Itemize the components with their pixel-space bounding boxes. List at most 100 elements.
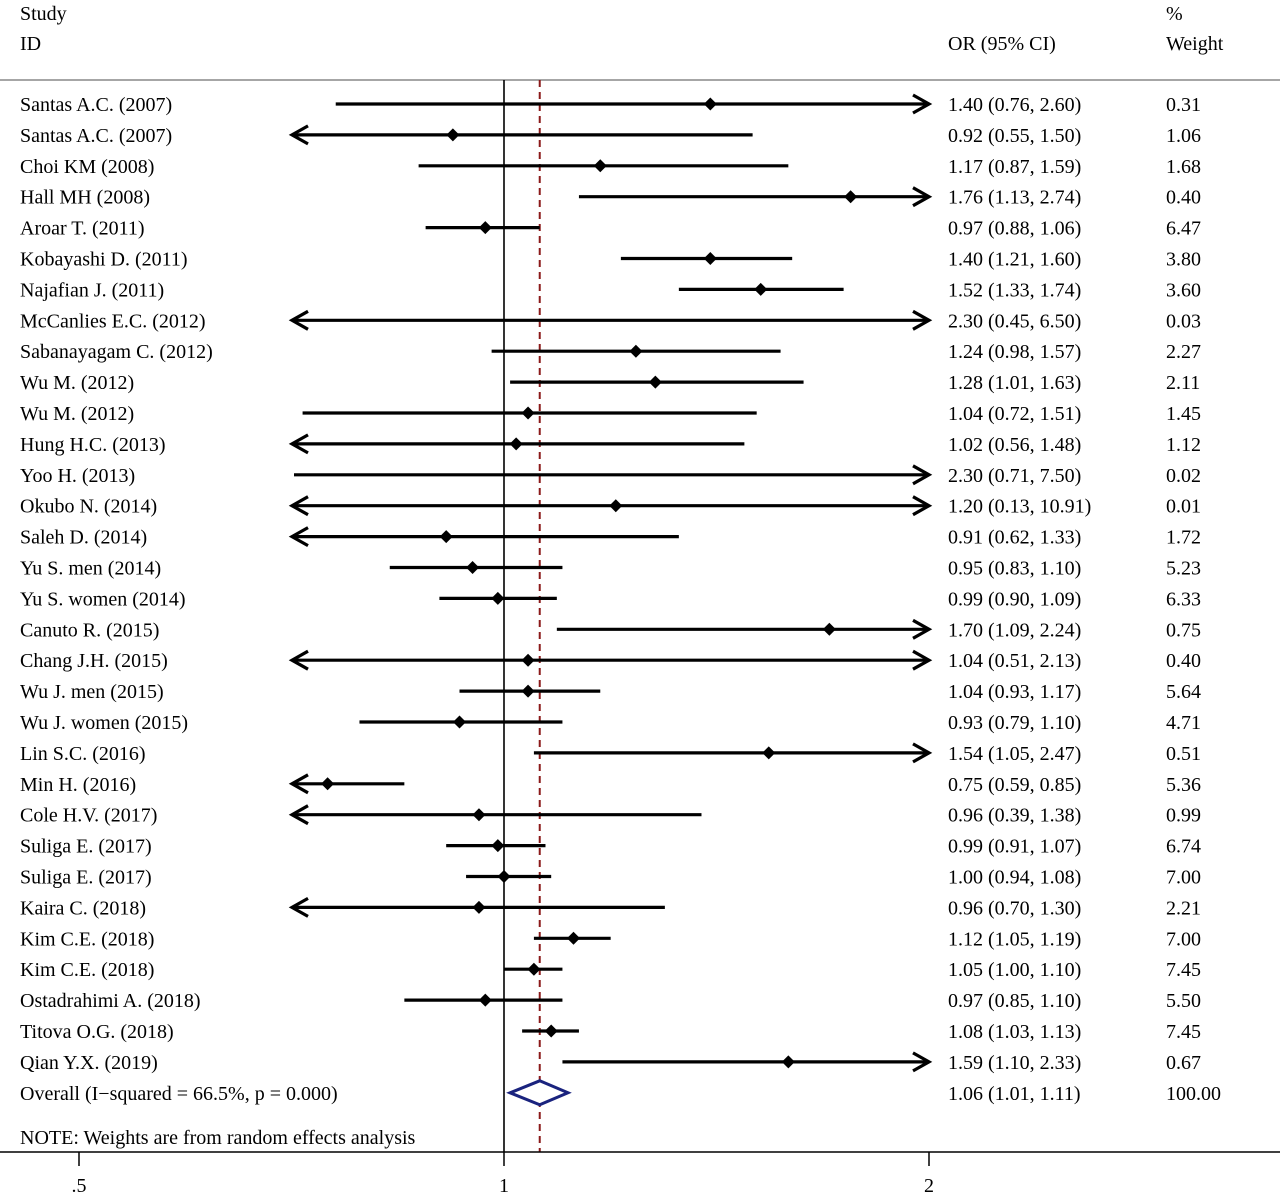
or-ci-value: 1.52 (1.33, 1.74): [948, 279, 1081, 301]
or-ci-value: 0.91 (0.62, 1.33): [948, 527, 1081, 549]
study-row: Kobayashi D. (2011) 1.40 (1.21, 1.60) 3.80: [20, 249, 1201, 271]
study-row: Santas A.C. (2007) 0.92 (0.55, 1.50) 1.06: [20, 124, 1201, 147]
study-label: Kobayashi D. (2011): [20, 249, 188, 271]
x-tick: .5: [72, 1152, 87, 1197]
point-estimate-marker: [521, 406, 535, 420]
x-tick-label: 2: [924, 1175, 934, 1197]
weight-value: 5.36: [1166, 774, 1201, 796]
weight-value: 4.71: [1166, 712, 1201, 734]
or-header: OR (95% CI): [948, 33, 1056, 55]
weight-value: 1.06: [1166, 125, 1201, 147]
or-ci-value: 1.04 (0.93, 1.17): [948, 681, 1081, 703]
study-label: Canuto R. (2015): [20, 619, 159, 641]
or-ci-value: 1.40 (0.76, 2.60): [948, 94, 1081, 116]
study-label: Yu S. women (2014): [20, 588, 186, 610]
or-ci-value: 2.30 (0.45, 6.50): [948, 310, 1081, 332]
point-estimate-marker: [566, 931, 580, 945]
weight-value: 0.40: [1166, 650, 1201, 672]
ci-right-arrow: [912, 464, 933, 486]
point-estimate-marker: [609, 499, 623, 513]
weight-value: 7.00: [1166, 928, 1201, 950]
or-ci-value: 0.97 (0.85, 1.10): [948, 990, 1081, 1012]
x-tick: 1: [499, 1152, 509, 1197]
ci-left-arrow: [288, 773, 309, 795]
study-row: Lin S.C. (2016) 1.54 (1.05, 2.47) 0.51: [20, 742, 1201, 765]
weight-value: 0.40: [1166, 187, 1201, 209]
or-ci-value: 0.99 (0.91, 1.07): [948, 836, 1081, 858]
weight-value: 0.75: [1166, 619, 1201, 641]
study-label: Min H. (2016): [20, 774, 136, 796]
x-axis-ticks: .5 1 2: [72, 1152, 934, 1197]
study-label: Sabanayagam C. (2012): [20, 341, 213, 363]
study-row: Min H. (2016) 0.75 (0.59, 0.85) 5.36: [20, 773, 1201, 796]
weight-value: 6.74: [1166, 836, 1201, 858]
weight-value: 5.64: [1166, 681, 1201, 703]
study-rows: Santas A.C. (2007) 1.40 (0.76, 2.60) 0.31 S…: [20, 93, 1221, 1107]
weights-note: NOTE: Weights are from random effects an…: [20, 1127, 416, 1149]
weight-value: 3.80: [1166, 249, 1201, 271]
study-label: Saleh D. (2014): [20, 527, 147, 549]
or-ci-value: 1.04 (0.51, 2.13): [948, 650, 1081, 672]
study-label: Najafian J. (2011): [20, 279, 164, 301]
weight-value: 6.33: [1166, 588, 1201, 610]
overall-weight-value: 100.00: [1166, 1083, 1221, 1105]
ci-left-arrow: [288, 649, 309, 671]
weight-value: 5.50: [1166, 990, 1201, 1012]
study-row: Ostadrahimi A. (2018) 0.97 (0.85, 1.10) 5.…: [20, 990, 1201, 1012]
or-ci-value: 0.92 (0.55, 1.50): [948, 125, 1081, 147]
point-estimate-marker: [593, 159, 607, 173]
study-row: Santas A.C. (2007) 1.40 (0.76, 2.60) 0.31: [20, 93, 1201, 116]
study-row: Saleh D. (2014) 0.91 (0.62, 1.33) 1.72: [20, 526, 1201, 549]
point-estimate-marker: [453, 715, 467, 729]
study-row: Kaira C. (2018) 0.96 (0.70, 1.30) 2.21: [20, 897, 1201, 919]
study-row: McCanlies E.C. (2012) 2.30 (0.45, 6.50) 0.…: [20, 309, 1201, 332]
overall-row: Overall (I−squared = 66.5%, p = 0.000) 1.…: [20, 1079, 1221, 1107]
ci-left-arrow: [288, 433, 309, 455]
study-row: Cole H.V. (2017) 0.96 (0.39, 1.38) 0.99: [20, 804, 1201, 827]
study-label: Aroar T. (2011): [20, 218, 145, 240]
weight-header-line1: %: [1166, 3, 1183, 25]
weight-value: 0.01: [1166, 496, 1201, 518]
study-label: Wu J. men (2015): [20, 681, 164, 703]
study-label: Suliga E. (2017): [20, 836, 152, 858]
ci-left-arrow: [288, 804, 309, 826]
study-row: Wu M. (2012) 1.28 (1.01, 1.63) 2.11: [20, 372, 1200, 394]
weight-value: 0.03: [1166, 310, 1201, 332]
ci-right-arrow: [912, 93, 933, 115]
study-label: Yu S. men (2014): [20, 558, 161, 580]
point-estimate-marker: [439, 530, 453, 544]
study-row: Wu J. women (2015) 0.93 (0.79, 1.10) 4.71: [20, 712, 1201, 734]
weight-value: 0.67: [1166, 1052, 1201, 1074]
or-ci-value: 1.40 (1.21, 1.60): [948, 249, 1081, 271]
weight-value: 1.72: [1166, 527, 1201, 549]
or-ci-value: 0.96 (0.70, 1.30): [948, 897, 1081, 919]
weight-value: 5.23: [1166, 558, 1201, 580]
weight-value: 2.27: [1166, 341, 1201, 363]
study-label: Kim C.E. (2018): [20, 928, 154, 950]
point-estimate-marker: [466, 561, 480, 574]
point-estimate-marker: [521, 653, 535, 667]
study-row: Suliga E. (2017) 1.00 (0.94, 1.08) 7.00: [20, 867, 1201, 889]
point-estimate-marker: [446, 128, 460, 142]
study-row: Wu J. men (2015) 1.04 (0.93, 1.17) 5.64: [20, 681, 1201, 703]
ci-left-arrow: [288, 495, 309, 517]
point-estimate-marker: [544, 1024, 558, 1038]
study-label: Choi KM (2008): [20, 156, 154, 178]
weight-value: 1.12: [1166, 434, 1201, 456]
study-label: Ostadrahimi A. (2018): [20, 990, 201, 1012]
or-ci-value: 1.24 (0.98, 1.57): [948, 341, 1081, 363]
study-label: Kaira C. (2018): [20, 897, 146, 919]
point-estimate-marker: [321, 777, 335, 791]
study-row: Chang J.H. (2015) 1.04 (0.51, 2.13) 0.40: [20, 649, 1201, 672]
weight-value: 3.60: [1166, 279, 1201, 301]
point-estimate-marker: [629, 344, 643, 358]
study-row: Yu S. women (2014) 0.99 (0.90, 1.09) 6.33: [20, 588, 1201, 610]
or-ci-value: 1.05 (1.00, 1.10): [948, 959, 1081, 981]
ci-left-arrow: [288, 309, 309, 331]
or-ci-value: 1.20 (0.13, 10.91): [948, 496, 1091, 518]
or-ci-value: 1.28 (1.01, 1.63): [948, 372, 1081, 394]
weight-header-line2: Weight: [1166, 33, 1224, 55]
weight-value: 6.47: [1166, 218, 1201, 240]
or-ci-value: 1.76 (1.13, 2.74): [948, 187, 1081, 209]
